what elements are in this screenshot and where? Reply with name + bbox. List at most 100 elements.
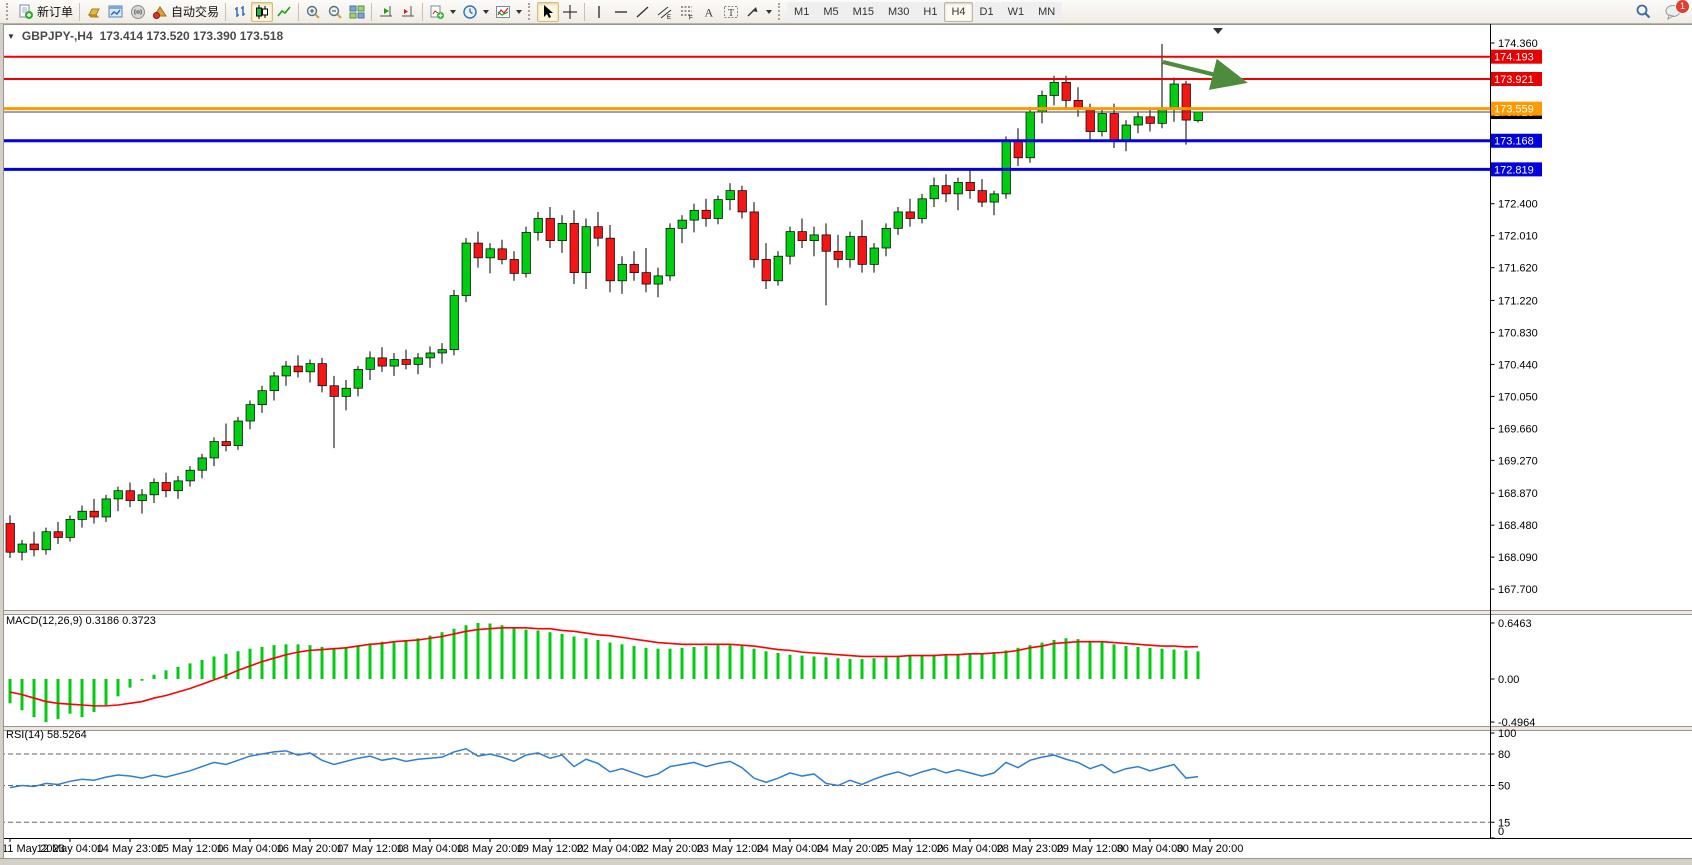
rsi-line	[9, 747, 1199, 789]
svg-text:E: E	[667, 15, 671, 20]
vertical-line-tool-button[interactable]	[588, 2, 610, 22]
separator	[584, 2, 586, 21]
chart-window[interactable]: 173.518174.193173.921173.559173.168172.8…	[0, 24, 1692, 858]
svg-text:174.360: 174.360	[1498, 38, 1538, 50]
trendline-tool-button[interactable]	[632, 2, 654, 22]
chart-shift-button[interactable]	[397, 2, 419, 22]
toolbar-grip[interactable]	[778, 3, 784, 20]
timeframe-W1[interactable]: W1	[1000, 1, 1032, 22]
svg-text:16 May 04:00: 16 May 04:00	[217, 843, 284, 855]
dropdown-caret-icon	[483, 9, 490, 14]
line-chart-button[interactable]	[273, 2, 295, 22]
svg-text:15: 15	[1498, 817, 1510, 829]
svg-text:-0.4964: -0.4964	[1498, 717, 1535, 729]
svg-text:24 May 04:00: 24 May 04:00	[757, 843, 824, 855]
horizontal-line-tool-button[interactable]	[610, 2, 632, 22]
price-axis[interactable]	[1491, 24, 1691, 838]
fibonacci-tool-button[interactable]: F	[676, 2, 698, 22]
dropdown-caret-icon	[766, 9, 773, 14]
signals-button[interactable]	[127, 2, 149, 22]
chart-shift-icon	[400, 4, 416, 20]
svg-text:173.559: 173.559	[1494, 104, 1534, 116]
svg-text:28 May 23:00: 28 May 23:00	[997, 843, 1064, 855]
zoom-out-icon	[327, 4, 343, 20]
timeframe-H4[interactable]: H4	[944, 1, 973, 22]
cursor-tool-button[interactable]	[537, 1, 560, 22]
svg-text:23 May 12:00: 23 May 12:00	[697, 843, 764, 855]
svg-text:173.921: 173.921	[1494, 74, 1534, 86]
timeframe-MN[interactable]: MN	[1031, 1, 1063, 22]
timeframe-M15[interactable]: M15	[845, 1, 881, 22]
separator	[371, 2, 373, 21]
svg-text:100: 100	[1498, 728, 1516, 740]
svg-text:11 May 2023: 11 May 2023	[2, 843, 65, 855]
indicators-icon	[429, 4, 445, 20]
search-icon	[1635, 3, 1652, 20]
cursor-icon	[540, 4, 556, 20]
svg-text:169.660: 169.660	[1498, 423, 1538, 435]
svg-text:172.819: 172.819	[1494, 164, 1534, 176]
svg-text:16 May 20:00: 16 May 20:00	[277, 843, 344, 855]
arrows-tool-button[interactable]	[742, 2, 775, 22]
chart-shift-marker	[1213, 28, 1223, 34]
svg-text:18 May 04:00: 18 May 04:00	[397, 843, 464, 855]
toolbar-grip[interactable]	[528, 3, 534, 20]
svg-text:24 May 20:00: 24 May 20:00	[817, 843, 884, 855]
crosshair-tool-button[interactable]	[559, 2, 581, 22]
svg-text:168.090: 168.090	[1498, 552, 1538, 564]
svg-text:14 May 23:00: 14 May 23:00	[97, 843, 164, 855]
time-axis[interactable]	[0, 839, 1692, 858]
horizontal-line-icon	[613, 4, 629, 20]
search-button[interactable]	[1632, 2, 1655, 22]
svg-text:170.830: 170.830	[1498, 327, 1538, 339]
macd-signal-line	[9, 627, 1199, 707]
timeframe-M5[interactable]: M5	[816, 1, 846, 22]
svg-text:25 May 12:00: 25 May 12:00	[877, 843, 944, 855]
zoom-in-button[interactable]	[302, 2, 324, 22]
clock-icon	[462, 4, 478, 20]
toolbar: 新订单 自动交易 E F A T M1 M5 M15 M30 H1 H4 D1 W1 MN 1	[0, 0, 1692, 24]
svg-text:169.270: 169.270	[1498, 455, 1538, 467]
timeframe-D1[interactable]: D1	[972, 1, 1001, 22]
candlestick-chart-button[interactable]	[251, 1, 274, 22]
svg-text:172.400: 172.400	[1498, 199, 1538, 211]
dropdown-caret-icon	[516, 9, 523, 14]
svg-text:17 May 12:00: 17 May 12:00	[337, 843, 404, 855]
svg-text:80: 80	[1498, 749, 1510, 761]
chart-profile-button[interactable]	[492, 2, 525, 22]
svg-text:171.620: 171.620	[1498, 263, 1538, 275]
market-watch-button[interactable]	[83, 2, 105, 22]
bar-chart-button[interactable]	[229, 2, 251, 22]
new-order-button[interactable]: 新订单	[15, 2, 76, 22]
rsi-pane	[0, 747, 1491, 823]
tile-windows-icon	[349, 4, 365, 20]
timeframe-M30[interactable]: M30	[881, 1, 917, 22]
notifications-button[interactable]: 1	[1661, 0, 1690, 22]
svg-text:19 May 12:00: 19 May 12:00	[517, 843, 584, 855]
text-label-tool-button[interactable]: T	[720, 2, 742, 22]
auto-scroll-button[interactable]	[375, 2, 397, 22]
text-tool-button[interactable]: A	[698, 2, 720, 22]
auto-trading-button[interactable]: 自动交易	[149, 2, 222, 22]
svg-text:171.220: 171.220	[1498, 295, 1538, 307]
trendline-icon	[635, 4, 651, 20]
zoom-in-icon	[305, 4, 321, 20]
zoom-out-button[interactable]	[324, 2, 346, 22]
timeframe-H1[interactable]: H1	[916, 1, 945, 22]
tile-windows-button[interactable]	[346, 2, 368, 22]
text-label-icon: T	[723, 4, 739, 20]
gold-icon	[86, 4, 102, 20]
svg-text:174.193: 174.193	[1494, 52, 1534, 64]
periods-button[interactable]	[459, 2, 492, 22]
svg-text:0.00: 0.00	[1498, 674, 1519, 686]
toolbar-grip[interactable]	[6, 3, 12, 20]
timeframe-M1[interactable]: M1	[787, 1, 817, 22]
svg-text:170.440: 170.440	[1498, 359, 1538, 371]
svg-text:170.050: 170.050	[1498, 391, 1538, 403]
chart-canvas[interactable]: 173.518174.193173.921173.559173.168172.8…	[0, 24, 1692, 858]
svg-text:F: F	[689, 15, 693, 20]
channel-tool-button[interactable]: E	[654, 2, 676, 22]
indicators-button[interactable]	[426, 2, 459, 22]
charts-window-button[interactable]	[105, 2, 127, 22]
vertical-line-icon	[591, 4, 607, 20]
